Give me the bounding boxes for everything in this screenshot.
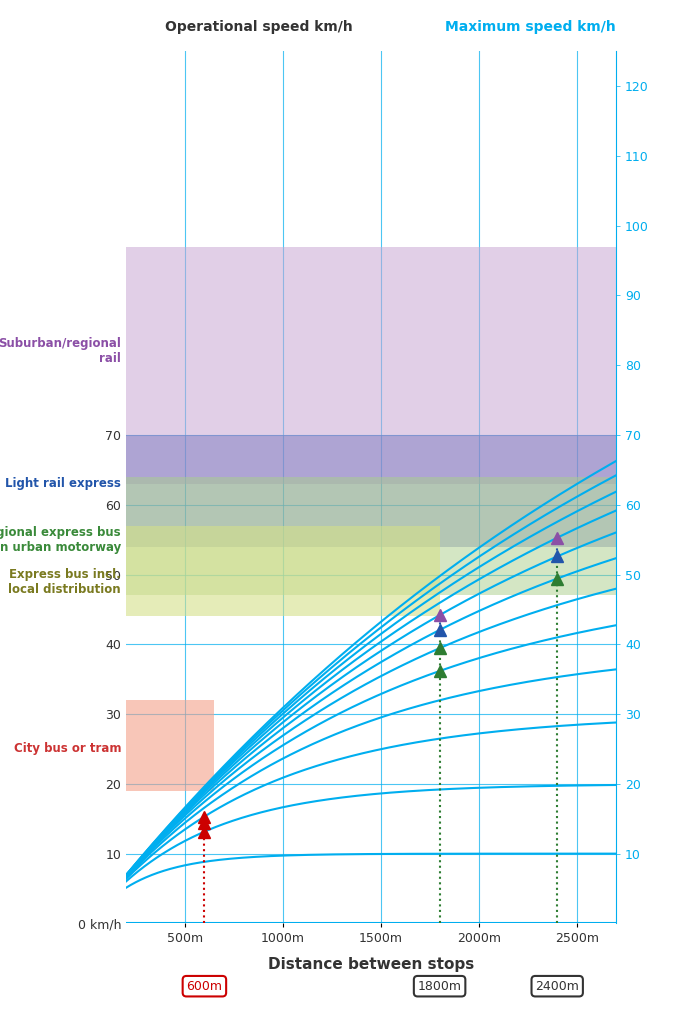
Text: Maximum speed km/h: Maximum speed km/h: [445, 19, 616, 34]
Text: 1800m: 1800m: [418, 980, 461, 993]
Text: Light rail express: Light rail express: [5, 477, 121, 490]
Bar: [126, 435, 616, 547]
Text: Express bus incl.
local distribution: Express bus incl. local distribution: [8, 567, 121, 595]
Bar: [126, 477, 616, 595]
Bar: [126, 525, 440, 617]
Text: Suburban/regional
rail: Suburban/regional rail: [0, 338, 121, 365]
Text: City bus or tram: City bus or tram: [13, 743, 121, 755]
Bar: [126, 246, 616, 484]
Text: 600m: 600m: [186, 980, 223, 993]
Text: Regional express bus
on urban motorway: Regional express bus on urban motorway: [0, 525, 121, 554]
Text: Operational speed km/h: Operational speed km/h: [165, 19, 353, 34]
X-axis label: Distance between stops: Distance between stops: [268, 956, 474, 972]
Text: 2400m: 2400m: [536, 980, 579, 993]
Bar: [126, 700, 214, 791]
